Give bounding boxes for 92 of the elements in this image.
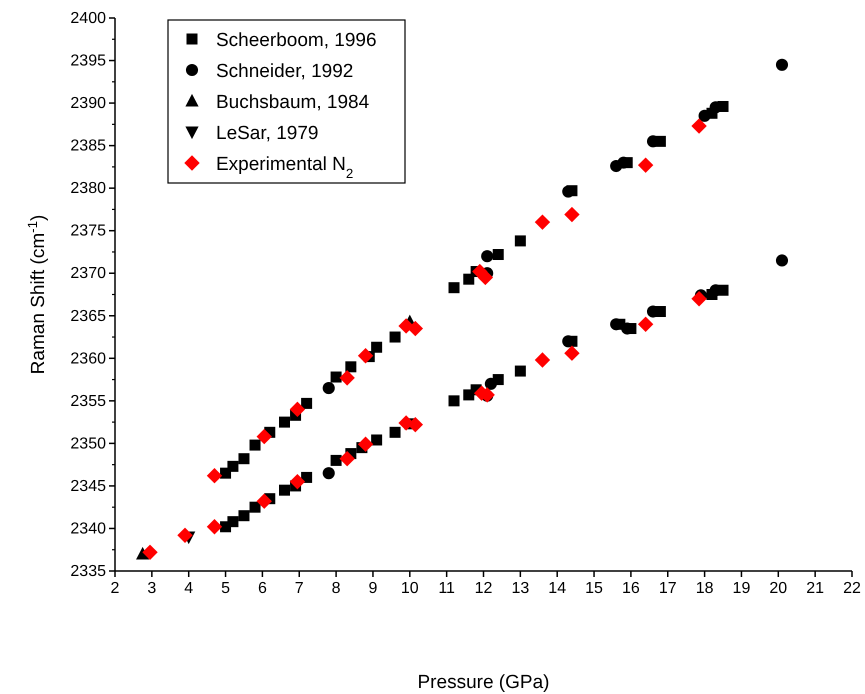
point bbox=[534, 352, 550, 368]
y-tick-label: 2400 bbox=[70, 10, 106, 27]
x-tick-label: 18 bbox=[696, 580, 714, 597]
point bbox=[638, 157, 654, 173]
point bbox=[390, 332, 401, 343]
x-tick-label: 9 bbox=[368, 580, 378, 597]
y-tick-label: 2340 bbox=[70, 520, 106, 538]
point bbox=[390, 426, 401, 438]
point bbox=[638, 316, 654, 332]
point bbox=[330, 372, 342, 383]
x-tick-label: 13 bbox=[511, 580, 530, 597]
point bbox=[256, 428, 272, 444]
y-tick-label: 2365 bbox=[70, 308, 106, 325]
x-tick-label: 2 bbox=[110, 580, 120, 597]
point bbox=[358, 348, 374, 364]
x-tick-label: 3 bbox=[147, 580, 156, 597]
x-tick-label: 20 bbox=[769, 580, 788, 597]
y-tick-label: 2375 bbox=[70, 222, 106, 240]
point bbox=[279, 416, 290, 428]
point bbox=[448, 282, 460, 294]
legend-label: Schneider, 1992 bbox=[216, 61, 354, 82]
point bbox=[250, 440, 261, 451]
point bbox=[238, 510, 250, 522]
point bbox=[339, 451, 355, 466]
x-tick-label: 12 bbox=[474, 580, 492, 597]
point bbox=[371, 342, 382, 353]
x-tick-label: 10 bbox=[400, 580, 419, 597]
x-tick-label: 6 bbox=[258, 580, 267, 597]
x-tick-label: 22 bbox=[843, 580, 861, 597]
point bbox=[339, 370, 355, 386]
point bbox=[250, 502, 261, 513]
x-tick-label: 11 bbox=[438, 580, 456, 597]
point bbox=[448, 395, 460, 406]
point bbox=[514, 235, 526, 246]
point bbox=[290, 402, 306, 418]
point bbox=[691, 291, 707, 306]
point bbox=[481, 250, 494, 262]
y-tick-label: 2385 bbox=[70, 138, 106, 155]
y-tick-label: 2390 bbox=[70, 95, 106, 112]
point bbox=[358, 436, 374, 452]
legend-label: Experimental N$_{2}$ bbox=[216, 154, 354, 180]
point bbox=[290, 474, 306, 490]
x-tick-label: 4 bbox=[184, 580, 194, 597]
y-tick-label: 2380 bbox=[70, 180, 106, 198]
point bbox=[345, 361, 356, 372]
point bbox=[514, 366, 526, 377]
point bbox=[776, 254, 788, 267]
point bbox=[371, 434, 382, 446]
y-tick-label: 2355 bbox=[70, 392, 106, 410]
x-tick-label: 8 bbox=[332, 580, 341, 597]
y-tick-label: 2350 bbox=[70, 435, 106, 452]
x-axis-title: Pressure (GPa) bbox=[418, 672, 550, 693]
point bbox=[478, 270, 494, 286]
point bbox=[206, 468, 222, 484]
point bbox=[698, 110, 711, 122]
y-tick-label: 2360 bbox=[70, 350, 106, 368]
y-tick-label: 2370 bbox=[70, 265, 106, 282]
point bbox=[227, 460, 238, 472]
point bbox=[534, 214, 550, 230]
point bbox=[322, 382, 335, 394]
legend-label: Scheerboom, 1996 bbox=[216, 30, 377, 51]
point bbox=[492, 249, 504, 260]
point bbox=[776, 58, 788, 71]
x-tick-label: 7 bbox=[294, 580, 304, 597]
legend-label: LeSar, 1979 bbox=[216, 123, 318, 144]
point bbox=[238, 453, 250, 464]
point bbox=[408, 416, 424, 432]
point bbox=[227, 516, 238, 528]
point bbox=[301, 398, 312, 409]
x-tick-label: 15 bbox=[585, 580, 604, 597]
point bbox=[177, 528, 193, 543]
point bbox=[564, 346, 580, 361]
point bbox=[142, 544, 158, 560]
point bbox=[408, 320, 424, 336]
point bbox=[206, 519, 222, 534]
point bbox=[330, 454, 342, 466]
point bbox=[279, 484, 290, 496]
y-tick-label: 2395 bbox=[70, 52, 106, 70]
x-tick-label: 19 bbox=[732, 580, 750, 597]
point bbox=[256, 494, 272, 509]
point bbox=[564, 206, 580, 222]
point bbox=[322, 467, 335, 480]
y-tick-label: 2335 bbox=[70, 563, 106, 580]
x-tick-label: 14 bbox=[548, 580, 566, 597]
x-tick-label: 16 bbox=[622, 580, 640, 597]
point bbox=[691, 118, 707, 134]
x-tick-label: 17 bbox=[658, 580, 677, 597]
legend-label: Buchsbaum, 1984 bbox=[216, 92, 370, 113]
point bbox=[484, 378, 497, 390]
y-tick-label: 2345 bbox=[70, 478, 106, 495]
x-tick-label: 5 bbox=[221, 580, 230, 597]
x-tick-label: 21 bbox=[806, 580, 824, 597]
